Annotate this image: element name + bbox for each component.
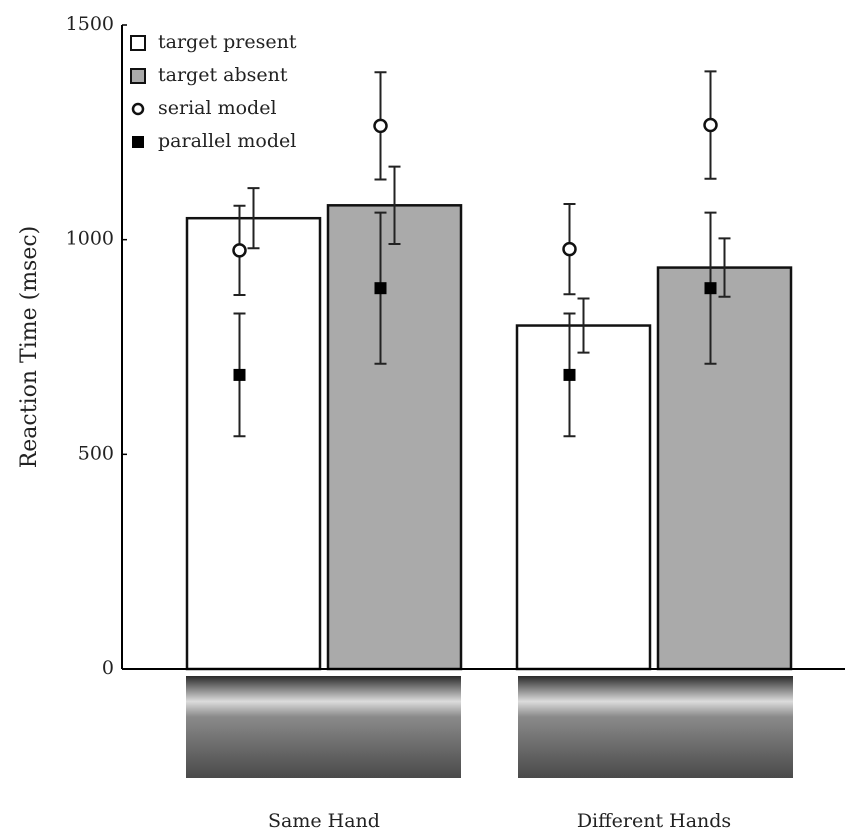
photo-different-hands <box>518 676 793 778</box>
parallel-point <box>375 282 387 294</box>
legend-swatch <box>131 36 145 50</box>
bar <box>517 326 650 669</box>
parallel-point <box>234 369 246 381</box>
legend-label: serial model <box>158 97 277 119</box>
photo-same-hand <box>186 676 461 778</box>
y-tick-label: 1500 <box>66 13 114 35</box>
y-axis-label: Reaction Time (msec) <box>17 226 42 469</box>
legend-label: parallel model <box>158 130 296 152</box>
parallel-point <box>705 282 717 294</box>
bar <box>658 268 791 669</box>
serial-point <box>564 243 576 255</box>
legend-swatch <box>133 104 143 114</box>
y-tick-label: 1000 <box>66 228 114 250</box>
legend-swatch <box>131 69 145 83</box>
bar <box>187 218 320 669</box>
parallel-point <box>564 369 576 381</box>
legend-label: target absent <box>158 64 288 86</box>
y-tick-label: 500 <box>78 442 114 464</box>
bar <box>328 205 461 669</box>
legend-label: target present <box>158 31 297 53</box>
y-tick-label: 0 <box>102 657 114 679</box>
serial-point <box>375 120 387 132</box>
x-tick-label: Same Hand <box>268 810 380 832</box>
legend-swatch <box>132 136 144 148</box>
serial-point <box>234 244 246 256</box>
x-tick-label: Different Hands <box>577 810 731 832</box>
chart: Reaction Time (msec) 0 500 1000 1500 Same Ha… <box>0 0 845 837</box>
serial-point <box>705 119 717 131</box>
